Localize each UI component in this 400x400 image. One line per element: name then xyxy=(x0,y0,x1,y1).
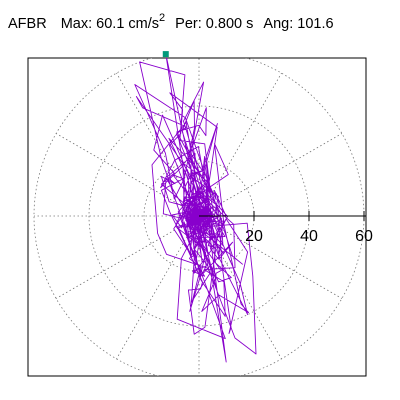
angle-label: Ang: xyxy=(263,15,294,32)
angle-value: 101.6 xyxy=(297,15,334,32)
radial-axis: 20 40 60 xyxy=(199,211,373,245)
max-value: 60.1 cm/s xyxy=(96,15,160,32)
grid-spoke-300 xyxy=(198,215,282,360)
max-exponent: 2 xyxy=(159,12,166,24)
chart-header: AFBR Max: 60.1 cm/s2 Per: 0.800 s Ang: 1… xyxy=(8,12,334,32)
trace-path xyxy=(134,58,257,363)
grid-spoke-30 xyxy=(198,133,343,217)
peak-marker xyxy=(162,51,169,58)
tick-label-40: 40 xyxy=(300,228,318,245)
period-label: Per: xyxy=(175,15,202,32)
grid-spoke-120 xyxy=(116,72,200,217)
grid-spoke-330 xyxy=(198,215,343,299)
max-label: Max: xyxy=(60,15,93,32)
peak-marker-group xyxy=(162,51,169,58)
tick-label-60: 60 xyxy=(355,228,373,245)
grid-spoke-150 xyxy=(55,133,200,217)
motion-trace xyxy=(134,58,257,363)
station-code: AFBR xyxy=(8,15,47,32)
grid-spoke-60 xyxy=(198,72,282,217)
tick-label-20: 20 xyxy=(245,228,263,245)
grid-spoke-210 xyxy=(55,215,200,299)
grid-spoke-240 xyxy=(116,215,200,360)
period-value: 0.800 s xyxy=(205,15,254,32)
